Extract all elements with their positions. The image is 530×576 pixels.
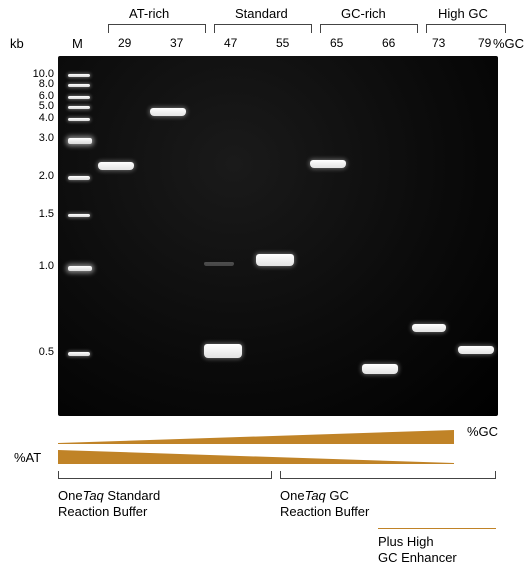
gc-wedge bbox=[58, 430, 454, 444]
enhancer-label: Plus High GC Enhancer bbox=[378, 534, 457, 567]
gel-image bbox=[58, 56, 498, 416]
lane-number: 73 bbox=[432, 36, 445, 50]
ladder-band bbox=[68, 74, 90, 77]
ladder-band bbox=[68, 138, 92, 144]
lane-number: 47 bbox=[224, 36, 237, 50]
sample-band bbox=[204, 262, 234, 266]
wedge-pctat-label: %AT bbox=[14, 450, 41, 465]
buffer-right-line2: Reaction Buffer bbox=[280, 504, 369, 519]
sample-band bbox=[150, 108, 186, 116]
gc-at-wedge-area: %GC %AT bbox=[58, 426, 498, 476]
group-label: AT-rich bbox=[129, 6, 169, 21]
group-header-row: AT-rich Standard GC-rich High GC 29 37 47 55 65 6… bbox=[70, 6, 510, 56]
lane-number: 29 bbox=[118, 36, 131, 50]
buffer-label-right: OneTaq GC Reaction Buffer bbox=[280, 488, 369, 521]
buffer-right-line1: OneTaq GC bbox=[280, 488, 349, 503]
lane-number: 37 bbox=[170, 36, 183, 50]
sample-band bbox=[256, 254, 294, 266]
ladder-band bbox=[68, 84, 90, 87]
group-label: Standard bbox=[235, 6, 288, 21]
enhancer-line bbox=[378, 528, 496, 529]
group-bracket bbox=[214, 24, 312, 32]
sample-band bbox=[412, 324, 446, 332]
group-bracket bbox=[320, 24, 418, 32]
sample-band bbox=[362, 364, 398, 374]
sample-band bbox=[310, 160, 346, 168]
ladder-band bbox=[68, 176, 90, 180]
ladder-kb-label: 2.0 bbox=[8, 171, 54, 182]
group-label: GC-rich bbox=[341, 6, 386, 21]
ladder-band bbox=[68, 214, 90, 217]
sample-band bbox=[458, 346, 494, 354]
wedge-pctgc-label: %GC bbox=[467, 424, 498, 439]
buffer-left-line1: OneTaq Standard bbox=[58, 488, 160, 503]
lane-number: 66 bbox=[382, 36, 395, 50]
buffer-bracket-right bbox=[280, 478, 496, 486]
ladder-band bbox=[68, 266, 92, 271]
enhancer-annotation-row: Plus High GC Enhancer bbox=[58, 528, 498, 568]
sample-band bbox=[98, 162, 134, 170]
group-bracket bbox=[426, 24, 506, 32]
lane-number: 65 bbox=[330, 36, 343, 50]
ladder-band bbox=[68, 96, 90, 99]
ladder-kb-label: 3.0 bbox=[8, 133, 54, 144]
group-bracket bbox=[108, 24, 206, 32]
buffer-bracket-left bbox=[58, 478, 272, 486]
ladder-kb-label: 1.0 bbox=[8, 261, 54, 272]
ladder-band bbox=[68, 106, 90, 109]
lane-number: 55 bbox=[276, 36, 289, 50]
ladder-kb-label: 0.5 bbox=[8, 347, 54, 358]
enhancer-line2: GC Enhancer bbox=[378, 550, 457, 565]
buffer-label-left: OneTaq Standard Reaction Buffer bbox=[58, 488, 160, 521]
ladder-kb-label: 4.0 bbox=[8, 113, 54, 124]
lane-number: 79 bbox=[478, 36, 491, 50]
ladder-band bbox=[68, 118, 90, 121]
at-wedge bbox=[58, 450, 454, 464]
group-label: High GC bbox=[438, 6, 488, 21]
ladder-kb-label: 5.0 bbox=[8, 101, 54, 112]
buffer-annotation-row: OneTaq Standard Reaction Buffer OneTaq G… bbox=[58, 478, 498, 522]
ladder-kb-label: 8.0 bbox=[8, 79, 54, 90]
buffer-left-line2: Reaction Buffer bbox=[58, 504, 147, 519]
enhancer-line1: Plus High bbox=[378, 534, 434, 549]
kb-unit-label: kb bbox=[10, 36, 24, 51]
ladder-kb-label: 1.5 bbox=[8, 209, 54, 220]
gel-figure: kb M %GC AT-richStandardGC-richHigh GC29… bbox=[0, 0, 530, 576]
ladder-band bbox=[68, 352, 90, 356]
sample-band bbox=[204, 344, 242, 358]
